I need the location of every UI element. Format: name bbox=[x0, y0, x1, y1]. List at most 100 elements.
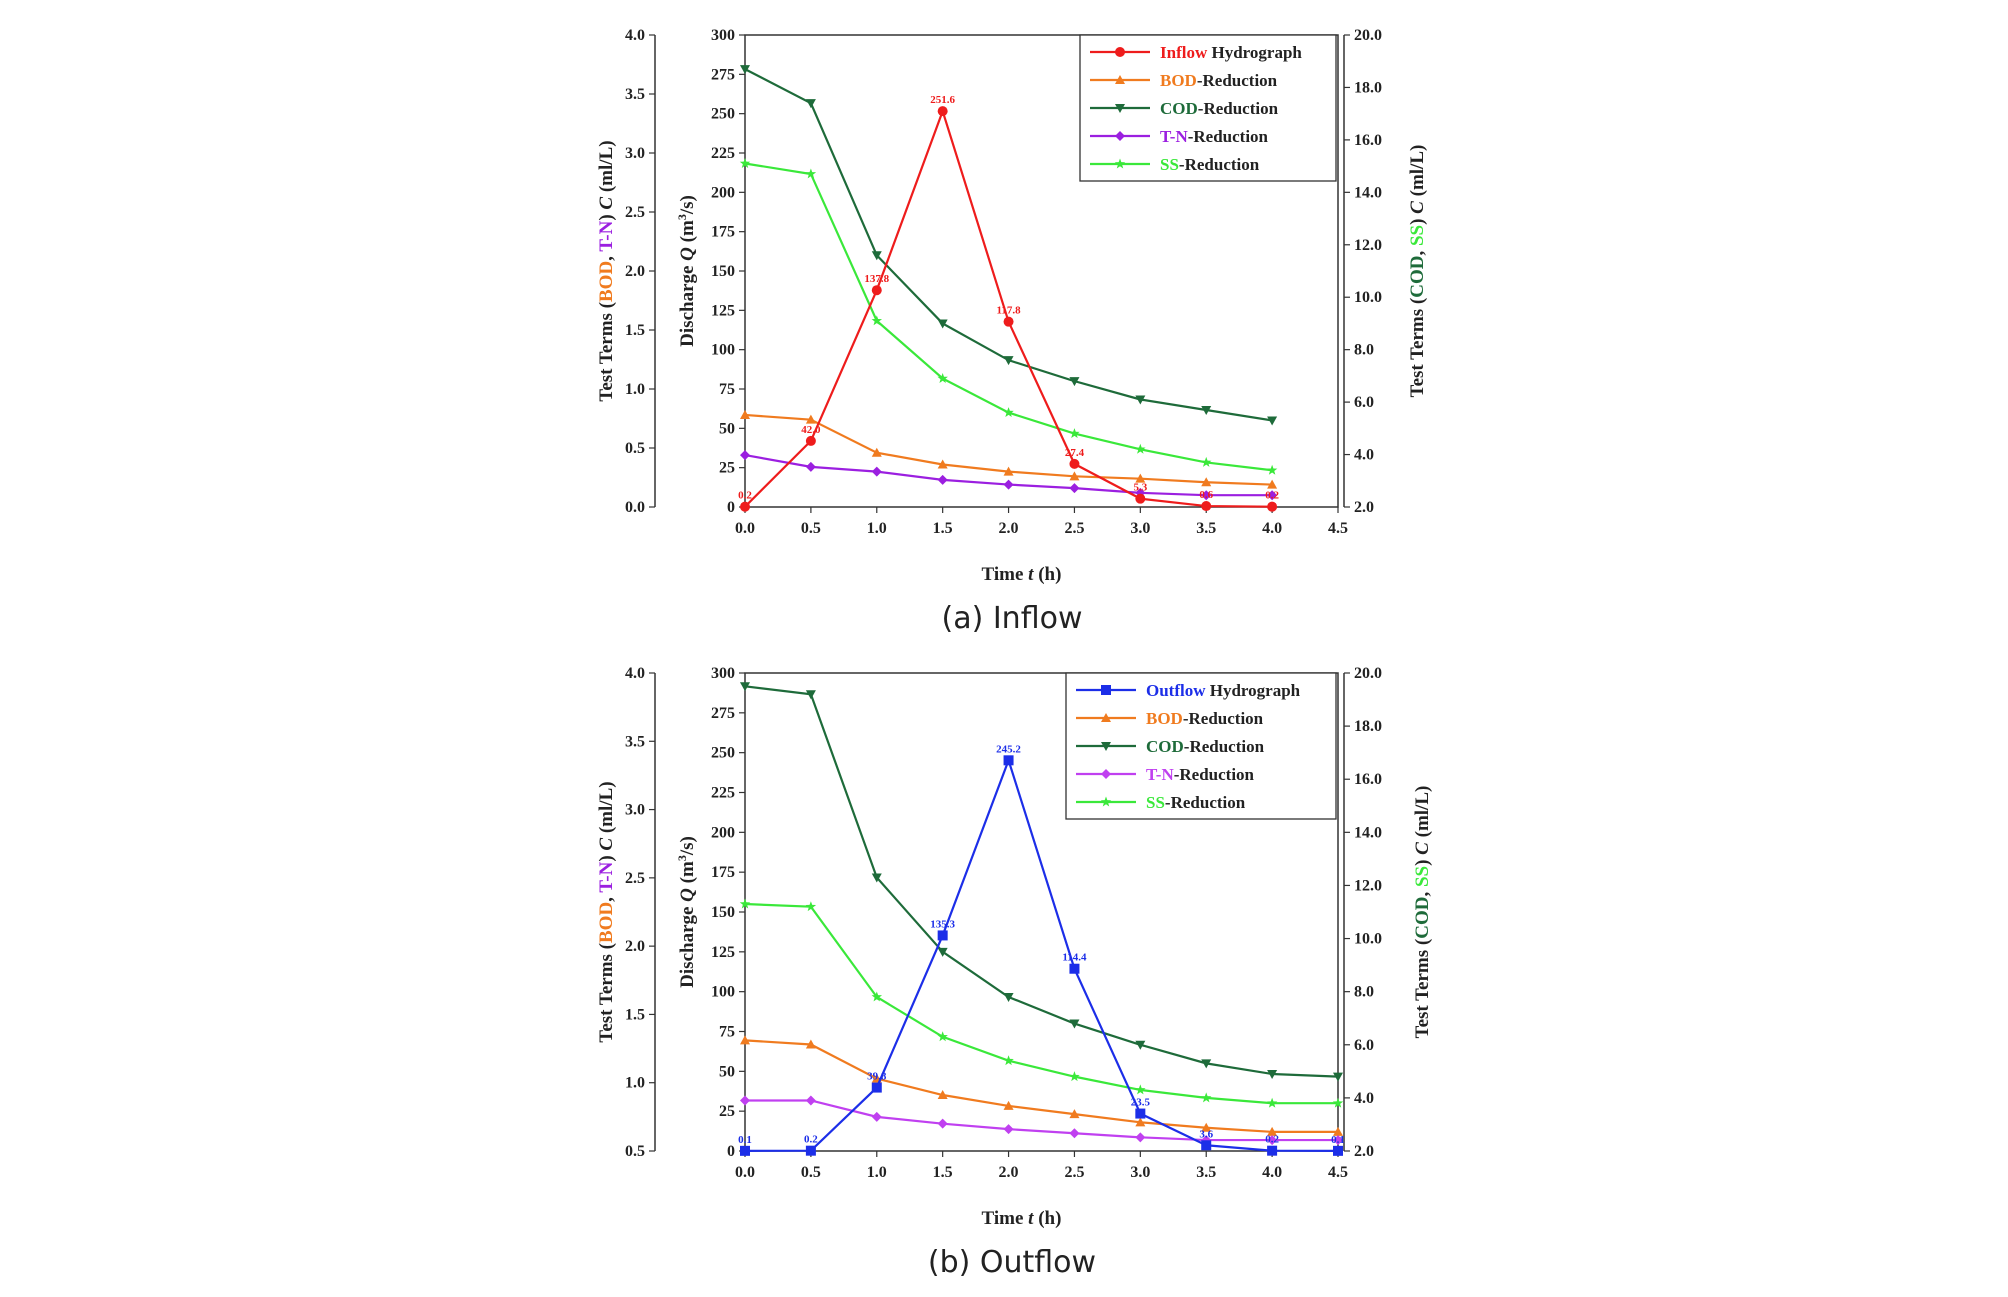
data-label: 5.3 bbox=[1133, 482, 1147, 494]
data-label: 0.2 bbox=[738, 490, 752, 502]
series-line bbox=[745, 1099, 1338, 1142]
middle-axis-title-part: /s) bbox=[677, 195, 698, 215]
data-point bbox=[740, 682, 750, 692]
data-point bbox=[937, 930, 948, 941]
right-tick-label: 16.0 bbox=[1354, 771, 1382, 788]
data-point bbox=[871, 873, 882, 883]
data-point bbox=[1333, 1145, 1343, 1156]
right-axis-title-part: SS bbox=[1412, 866, 1433, 887]
data-point bbox=[1003, 1124, 1014, 1135]
legend-item: BOD-Reduction bbox=[1076, 709, 1264, 728]
data-label: 245.2 bbox=[996, 743, 1021, 755]
data-point bbox=[1069, 458, 1080, 469]
x-tick-label: 2.0 bbox=[999, 1164, 1019, 1181]
legend-box bbox=[1079, 34, 1337, 182]
legend-item: SS-Reduction bbox=[1090, 155, 1260, 174]
legend: Inflow HydrographBOD-ReductionCOD-Reduct… bbox=[1079, 34, 1337, 182]
data-point bbox=[871, 315, 883, 326]
legend-marker bbox=[1101, 769, 1111, 779]
middle-tick-label: 0 bbox=[727, 1143, 735, 1160]
x-axis-title: Time t (h) bbox=[982, 1208, 1062, 1229]
data-label: 251.6 bbox=[930, 94, 955, 106]
left-tick-label: 2.5 bbox=[625, 204, 645, 221]
middle-tick-label: 150 bbox=[711, 904, 735, 921]
data-point bbox=[1003, 992, 1014, 1002]
middle-axis-title-part: (m bbox=[677, 861, 698, 888]
left-tick-label: 3.5 bbox=[625, 733, 645, 750]
legend-label: COD-Reduction bbox=[1160, 99, 1279, 118]
data-point bbox=[937, 474, 948, 485]
legend-rest: -Reduction bbox=[1174, 765, 1255, 784]
right-tick-label: 18.0 bbox=[1354, 79, 1382, 96]
middle-axis-title-part: Q bbox=[677, 247, 698, 261]
left-axis-title-part: Test Terms ( bbox=[596, 302, 617, 402]
right-tick-label: 14.0 bbox=[1354, 184, 1382, 201]
data-point bbox=[805, 1039, 816, 1049]
middle-tick-label: 75 bbox=[719, 381, 735, 398]
right-tick-label: 20.0 bbox=[1354, 27, 1382, 44]
series-line bbox=[744, 902, 1338, 1105]
left-tick-label: 1.5 bbox=[625, 1006, 645, 1023]
x-tick-label: 1.5 bbox=[933, 520, 953, 537]
chart-outflow: 0.0 0.5 1.0 1.5 2.0 2.5 3.0 3.5 4.0 4.5 0 25 50 75 100… bbox=[596, 665, 1433, 1280]
legend-key: SS bbox=[1146, 793, 1165, 812]
left-axis-title-part: T-N bbox=[596, 861, 617, 892]
left-tick-label: 2.5 bbox=[625, 870, 645, 887]
data-label: 27.4 bbox=[1065, 447, 1085, 459]
data-point bbox=[1201, 1122, 1212, 1132]
figure-caption: (a) Inflow bbox=[942, 601, 1083, 636]
legend-marker bbox=[1100, 796, 1112, 807]
data-point bbox=[871, 1082, 882, 1093]
left-tick-label: 3.5 bbox=[625, 86, 645, 103]
middle-tick-label: 275 bbox=[711, 66, 735, 83]
right-axis-title: Test Terms (COD, SS) C (ml/L) bbox=[1407, 145, 1428, 398]
left-axis-title-part: ) bbox=[596, 851, 617, 862]
series-ss bbox=[739, 157, 1278, 475]
data-point bbox=[937, 106, 948, 117]
x-axis-title-part: (h) bbox=[1033, 1208, 1061, 1229]
figure-caption: (b) Outflow bbox=[928, 1245, 1096, 1280]
data-point bbox=[1201, 490, 1212, 501]
series-cod bbox=[740, 65, 1278, 426]
left-axis-title-part: ) bbox=[596, 210, 617, 221]
middle-axis-title-part: Discharge bbox=[677, 902, 698, 988]
legend-item: COD-Reduction bbox=[1090, 99, 1279, 118]
x-tick-label: 0.0 bbox=[735, 520, 755, 537]
data-label: 0.2 bbox=[1265, 1134, 1279, 1146]
legend: Outflow HydrographBOD-ReductionCOD-Reduc… bbox=[1065, 672, 1337, 820]
right-tick-label: 14.0 bbox=[1354, 824, 1382, 841]
series-line bbox=[744, 756, 1339, 1152]
legend-item: BOD-Reduction bbox=[1090, 71, 1278, 90]
right-tick-label: 6.0 bbox=[1354, 394, 1374, 411]
middle-tick-label: 200 bbox=[711, 184, 735, 201]
legend-marker bbox=[1115, 47, 1125, 57]
legend-label: SS-Reduction bbox=[1146, 793, 1246, 812]
middle-tick-label: 150 bbox=[711, 263, 735, 280]
legend-rest: -Reduction bbox=[1198, 99, 1279, 118]
legend-label: T-N-Reduction bbox=[1160, 127, 1269, 146]
data-point bbox=[1069, 471, 1080, 481]
left-axis-title: Test Terms (BOD, T-N) C (ml/L) bbox=[596, 781, 617, 1042]
data-point bbox=[740, 65, 750, 75]
right-axis-title-part: C bbox=[1412, 842, 1433, 855]
middle-tick-label: 250 bbox=[711, 106, 735, 123]
data-point bbox=[740, 1145, 750, 1156]
x-tick-label: 3.0 bbox=[1130, 1164, 1150, 1181]
right-axis-title-part: , bbox=[1407, 246, 1428, 256]
data-point bbox=[805, 1095, 816, 1106]
data-point bbox=[1069, 428, 1080, 439]
data-point bbox=[1135, 1132, 1146, 1143]
data-point bbox=[1069, 483, 1080, 494]
x-tick-label: 3.5 bbox=[1196, 1164, 1216, 1181]
left-axis-title-part: , bbox=[596, 893, 617, 902]
right-axis-title-part: Test Terms ( bbox=[1407, 298, 1428, 398]
middle-tick-label: 175 bbox=[711, 864, 735, 881]
x-tick-label: 0.0 bbox=[735, 1164, 755, 1181]
data-point bbox=[1267, 1135, 1278, 1146]
data-label: 0.6 bbox=[1199, 489, 1213, 501]
data-point bbox=[1135, 1117, 1146, 1127]
x-tick-label: 1.0 bbox=[867, 520, 887, 537]
middle-tick-label: 300 bbox=[711, 665, 735, 682]
legend-label: Outflow Hydrograph bbox=[1146, 681, 1301, 700]
